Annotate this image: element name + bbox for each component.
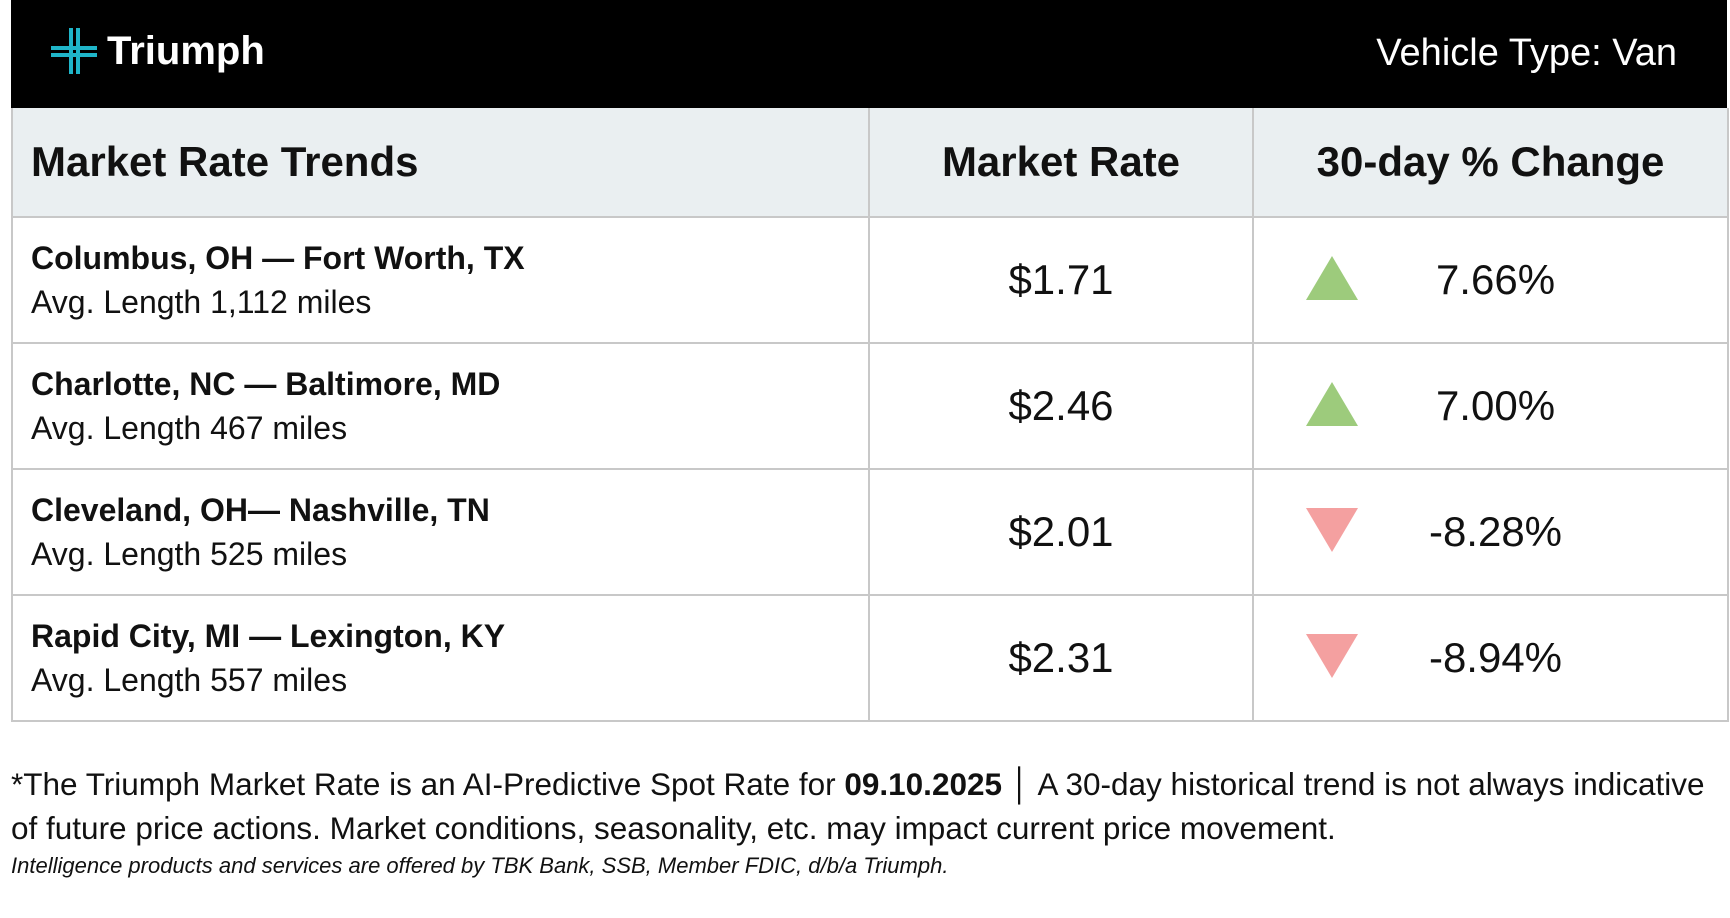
lane-cell: Charlotte, NC — Baltimore, MD Avg. Length… [13,344,868,468]
trend-arrow [1306,256,1358,300]
table-row: Cleveland, OH— Nashville, TN Avg. Length … [13,468,1727,594]
table-header: Market Rate Trends Market Rate 30-day % … [13,108,1727,216]
trend-arrow [1306,634,1358,678]
column-header: Market Rate [868,108,1252,216]
lane: Rapid City, MI — Lexington, KY Avg. Lengt… [31,614,505,702]
lane: Charlotte, NC — Baltimore, MD Avg. Length… [31,362,500,450]
column-header: 30-day % Change [1252,108,1727,216]
table-row: Charlotte, NC — Baltimore, MD Avg. Length… [13,342,1727,468]
lane-name: Rapid City, MI — Lexington, KY [31,618,506,654]
lane-name: Columbus, OH — Fort Worth, TX [31,240,525,276]
trend-arrow [1306,382,1358,426]
change-cell: -8.28% [1252,470,1727,594]
footnote: *The Triumph Market Rate is an AI-Predic… [11,762,1726,850]
disclaimer: Intelligence products and services are o… [11,853,949,878]
footnote-text: *The Triumph Market Rate is an AI-Predic… [11,766,845,802]
logo-icon [51,28,97,74]
lane-name: Charlotte, NC — Baltimore, MD [31,366,501,402]
market-rate: $1.71 [868,218,1252,342]
footnote-text: │ A 30-day historical trend is not alway… [11,766,1705,846]
header: Triumph Vehicle Type: Van [11,0,1727,108]
logo-text: Triumph [107,28,265,73]
vehicle-type: Vehicle Type: Van [1376,32,1677,74]
change-cell: 7.66% [1252,218,1727,342]
table-row: Rapid City, MI — Lexington, KY Avg. Lengt… [13,594,1727,720]
change-value: 7.66% [1435,256,1556,303]
logo: Triumph [51,28,265,74]
market-rate: $2.31 [868,596,1252,720]
change-cell: 7.00% [1252,344,1727,468]
market-rate: $2.01 [868,470,1252,594]
table: Market Rate Trends Market Rate 30-day % … [11,108,1729,722]
lane-cell: Columbus, OH — Fort Worth, TX Avg. Length… [13,218,868,342]
lane-length: Avg. Length 557 miles [31,662,348,698]
lane-length: Avg. Length 1,112 miles [31,284,372,320]
change-value: 7.00% [1435,382,1556,429]
lane: Columbus, OH — Fort Worth, TX Avg. Length… [31,236,525,324]
lane-cell: Cleveland, OH— Nashville, TN Avg. Length … [13,470,868,594]
lane-length: Avg. Length 467 miles [31,410,348,446]
lane-name: Cleveland, OH— Nashville, TN [31,492,490,528]
change-value: -8.28% [1428,508,1563,555]
change-value: -8.94% [1428,634,1563,681]
lane-length: Avg. Length 525 miles [31,536,348,572]
footnote-date: 09.10.2025 [844,766,1003,802]
lane: Cleveland, OH— Nashville, TN Avg. Length … [31,488,490,576]
table-row: Columbus, OH — Fort Worth, TX Avg. Length… [13,216,1727,342]
lane-cell: Rapid City, MI — Lexington, KY Avg. Lengt… [13,596,868,720]
market-rate: $2.46 [868,344,1252,468]
column-header: Market Rate Trends [31,138,419,185]
change-cell: -8.94% [1252,596,1727,720]
trend-arrow [1306,508,1358,552]
